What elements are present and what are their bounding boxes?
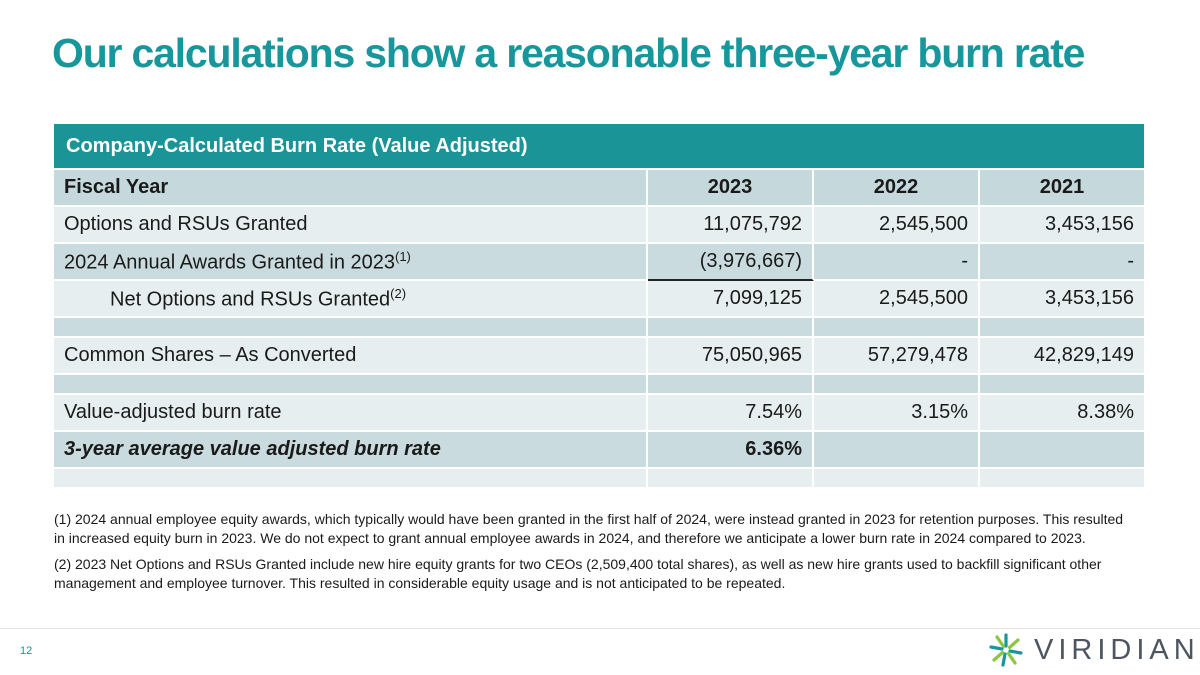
- row-label-cell: Net Options and RSUs Granted(2): [54, 281, 648, 318]
- row-value: 7,099,125: [648, 281, 814, 318]
- logo-wordmark: VIRIDIAN: [1034, 633, 1200, 666]
- row-value: 2,545,500: [814, 207, 980, 244]
- row-value: -: [814, 244, 980, 281]
- table-row: Net Options and RSUs Granted(2) 7,099,12…: [54, 281, 1144, 318]
- header-year-2022: 2022: [814, 170, 980, 207]
- footnote-ref: (1): [395, 248, 411, 264]
- row-value: 3.15%: [814, 395, 980, 432]
- page-number: 12: [20, 645, 33, 657]
- row-value: 3,453,156: [980, 207, 1144, 244]
- row-label: Value-adjusted burn rate: [54, 395, 648, 432]
- row-value: 8.38%: [980, 395, 1144, 432]
- table-row: Options and RSUs Granted 11,075,792 2,54…: [54, 207, 1144, 244]
- spacer-row: [54, 469, 1144, 489]
- row-value: 3,453,156: [980, 281, 1144, 318]
- row-value: [980, 432, 1144, 469]
- row-value: 57,279,478: [814, 338, 980, 375]
- row-label: Net Options and RSUs Granted: [110, 288, 391, 311]
- row-value: 75,050,965: [648, 338, 814, 375]
- table-row: Value-adjusted burn rate 7.54% 3.15% 8.3…: [54, 395, 1144, 432]
- table-caption-row: Company-Calculated Burn Rate (Value Adju…: [54, 124, 1144, 170]
- table-header-row: Fiscal Year 2023 2022 2021: [54, 170, 1144, 207]
- table-row: 2024 Annual Awards Granted in 2023(1) (3…: [54, 244, 1144, 281]
- table-caption: Company-Calculated Burn Rate (Value Adju…: [54, 124, 1144, 170]
- row-value: (3,976,667): [648, 244, 814, 281]
- row-label: Common Shares – As Converted: [54, 338, 648, 375]
- row-value: 7.54%: [648, 395, 814, 432]
- row-label: 3-year average value adjusted burn rate: [54, 432, 648, 469]
- viridian-logo: VIRIDIAN: [988, 628, 1195, 672]
- row-value: [814, 432, 980, 469]
- footnote-ref: (2): [390, 285, 407, 301]
- footer-divider: [0, 628, 1200, 629]
- header-year-2021: 2021: [980, 170, 1144, 207]
- header-year-2023: 2023: [648, 170, 814, 207]
- footnote-1: (1) 2024 annual employee equity awards, …: [54, 511, 1124, 546]
- header-fiscal-year: Fiscal Year: [54, 170, 648, 207]
- footnotes: (1) 2024 annual employee equity awards, …: [54, 510, 1134, 600]
- row-value: 42,829,149: [980, 338, 1144, 375]
- burn-rate-table: Company-Calculated Burn Rate (Value Adju…: [54, 124, 1144, 489]
- viridian-starburst-icon: [989, 633, 1023, 667]
- table-row: Common Shares – As Converted 75,050,965 …: [54, 338, 1144, 375]
- row-value: 11,075,792: [648, 207, 814, 244]
- footnote-2: (2) 2023 Net Options and RSUs Granted in…: [54, 556, 1102, 591]
- slide-title: Our calculations show a reasonable three…: [52, 30, 1085, 76]
- row-value: 2,545,500: [814, 281, 980, 318]
- row-label: 2024 Annual Awards Granted in 2023: [64, 251, 395, 274]
- table-row: 3-year average value adjusted burn rate …: [54, 432, 1144, 469]
- spacer-row: [54, 375, 1144, 395]
- spacer-row: [54, 318, 1144, 338]
- row-label-cell: 2024 Annual Awards Granted in 2023(1): [54, 244, 648, 281]
- row-value: -: [980, 244, 1144, 281]
- row-label: Options and RSUs Granted: [54, 207, 648, 244]
- row-value: 6.36%: [648, 432, 814, 469]
